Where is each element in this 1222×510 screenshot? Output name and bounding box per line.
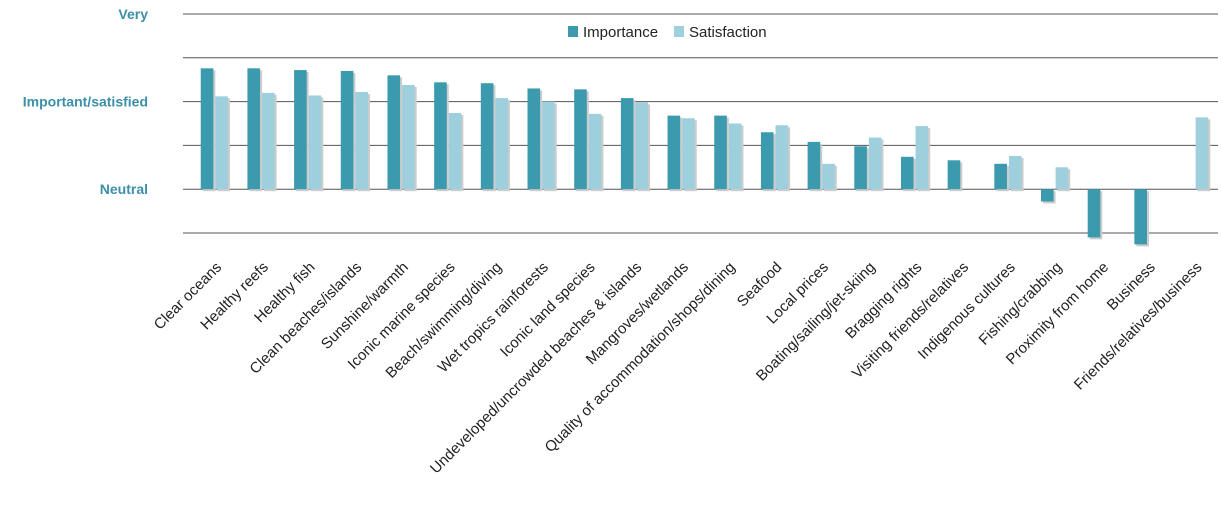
bar [340,70,354,190]
bar [387,75,401,190]
bar [262,92,275,190]
x-tick-label: Fishing/crabbing [976,259,1066,349]
bar [308,95,322,190]
legend-label: Satisfaction [689,24,767,41]
bar [1008,155,1022,190]
bar [355,91,368,190]
bar [714,115,727,190]
bar [900,156,914,190]
legend-swatch [568,26,578,37]
bar [294,70,307,190]
bar [574,89,587,190]
bar [480,83,494,190]
bar [200,68,214,190]
bar [215,96,228,190]
bar [588,113,602,190]
bar [667,115,681,190]
bar [247,68,261,190]
bar [760,132,774,190]
bar [1195,117,1209,190]
bar [775,125,789,190]
bar [495,98,509,190]
y-tick-label: Important/satisfied [23,94,148,110]
bar [854,146,867,190]
bar [915,126,929,190]
bar [1041,189,1054,202]
bar [542,101,555,190]
bar [868,137,882,190]
legend-swatch [674,26,685,37]
bar [1134,189,1147,245]
legend-label: Importance [583,24,658,41]
bar [635,102,649,190]
bar [947,160,961,190]
bar [1055,167,1069,190]
bar [822,163,835,190]
bar [994,163,1007,190]
bar [807,141,821,190]
bar [682,118,695,190]
x-tick-label: Sunshine/warmth [318,259,412,353]
bar [527,88,541,190]
y-tick-label: Neutral [100,181,148,197]
bar [620,98,634,190]
bar [402,84,415,190]
bar [728,123,742,190]
y-tick-label: Very [118,6,148,22]
bar [434,82,447,190]
bar [1087,189,1101,238]
bar [448,112,462,190]
